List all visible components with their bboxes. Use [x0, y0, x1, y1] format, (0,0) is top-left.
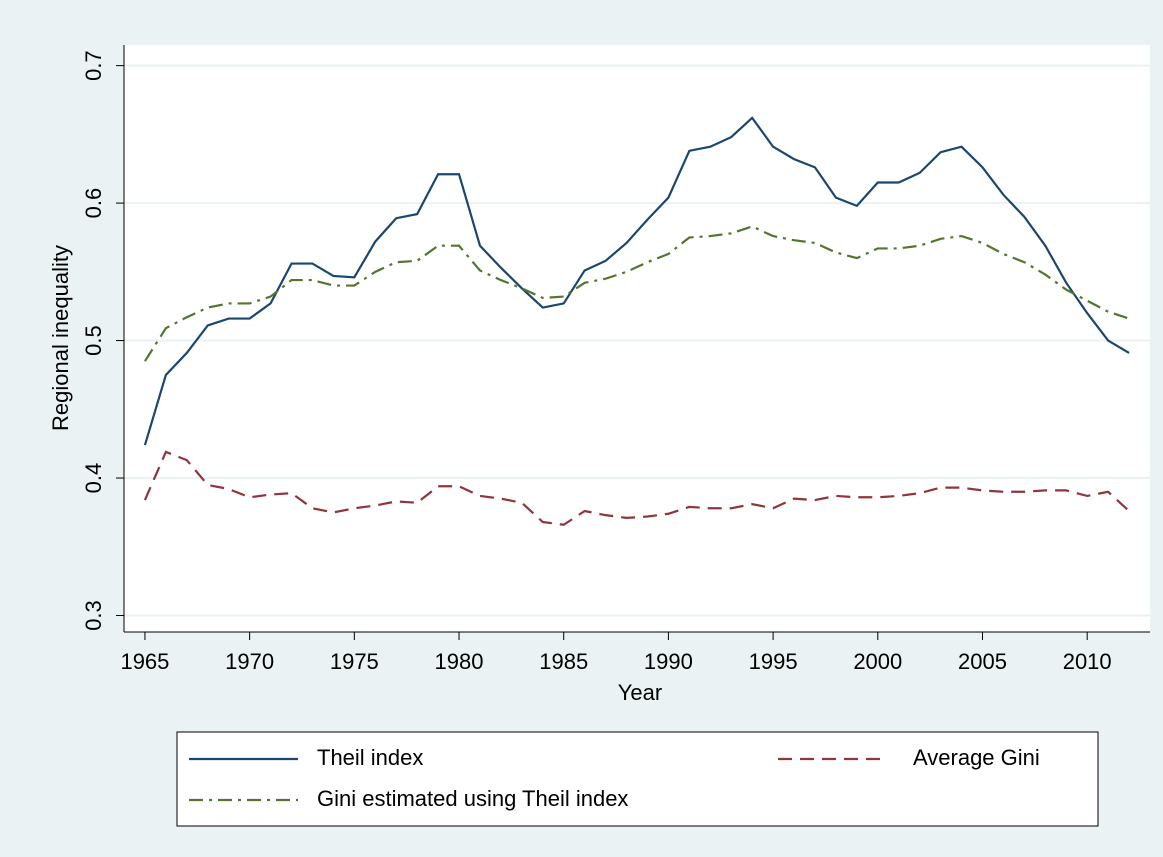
x-tick-label: 2010 — [1063, 649, 1112, 674]
x-tick-label: 2000 — [853, 649, 902, 674]
x-tick-label: 1965 — [120, 649, 169, 674]
y-tick-label: 0.7 — [81, 50, 106, 81]
x-tick-label: 1985 — [539, 649, 588, 674]
series-line — [144, 225, 1130, 362]
legend-label: Theil index — [317, 745, 423, 770]
x-tick-label: 2005 — [958, 649, 1007, 674]
x-axis-title: Year — [618, 680, 662, 705]
y-tick-label: 0.6 — [81, 188, 106, 219]
plot-area — [124, 45, 1150, 632]
x-tick-label: 1980 — [435, 649, 484, 674]
legend-label: Average Gini — [913, 745, 1040, 770]
x-tick-label: 1970 — [225, 649, 274, 674]
legend-label: Gini estimated using Theil index — [317, 786, 628, 811]
y-tick-label: 0.5 — [81, 325, 106, 356]
series-line — [143, 116, 1130, 446]
y-axis-title: Regional inequality — [48, 245, 73, 431]
y-tick-label: 0.3 — [81, 600, 106, 631]
x-tick-label: 1995 — [749, 649, 798, 674]
x-tick-label: 1990 — [644, 649, 693, 674]
legend-box — [176, 731, 1099, 827]
x-tick-label: 1975 — [330, 649, 379, 674]
y-tick-label: 0.4 — [81, 463, 106, 494]
